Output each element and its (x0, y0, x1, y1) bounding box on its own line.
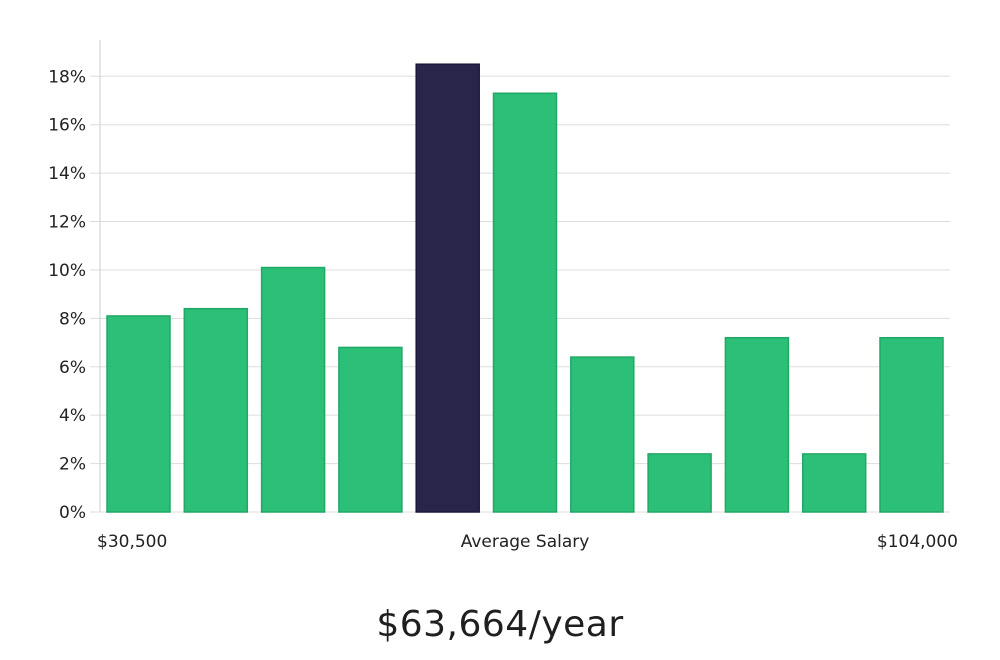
y-tick-label: 2% (59, 455, 86, 475)
bar-bin-2 (183, 307, 249, 513)
bars (106, 63, 944, 513)
bar-bin-6 (492, 92, 558, 513)
bar-bin-7 (570, 356, 635, 513)
x-label-min-salary: $30,500 (97, 532, 167, 552)
bar-bin-9 (724, 336, 790, 513)
average-salary-value: $63,664/year (376, 604, 624, 645)
y-axis-ticks: 0% 2% 4% 6% 8% 10% 12% 14% 16% 18% (48, 67, 86, 523)
y-tick-label: 12% (48, 213, 86, 233)
y-tick-label: 6% (59, 358, 86, 378)
bar-bin-8 (647, 453, 712, 513)
y-tick-label: 4% (59, 406, 86, 426)
x-label-max-salary: $104,000 (877, 532, 958, 552)
y-tick-label: 18% (48, 67, 86, 87)
x-label-average-salary: Average Salary (461, 532, 590, 552)
bar-bin-3 (260, 266, 326, 513)
bar-bin-10 (801, 453, 867, 513)
bar-bin-4 (338, 346, 403, 513)
y-tick-label: 14% (48, 164, 86, 184)
y-tick-label: 10% (48, 261, 86, 281)
y-tick-label: 8% (59, 309, 86, 329)
bar-bin-1 (106, 315, 171, 513)
bar-bin-11 (879, 336, 944, 513)
bar-average-salary (415, 63, 480, 513)
y-tick-label: 16% (48, 116, 86, 136)
y-tick-label: 0% (59, 503, 86, 523)
salary-histogram: 0% 2% 4% 6% 8% 10% 12% 14% 16% 18% $30,500 Averag… (48, 40, 958, 552)
